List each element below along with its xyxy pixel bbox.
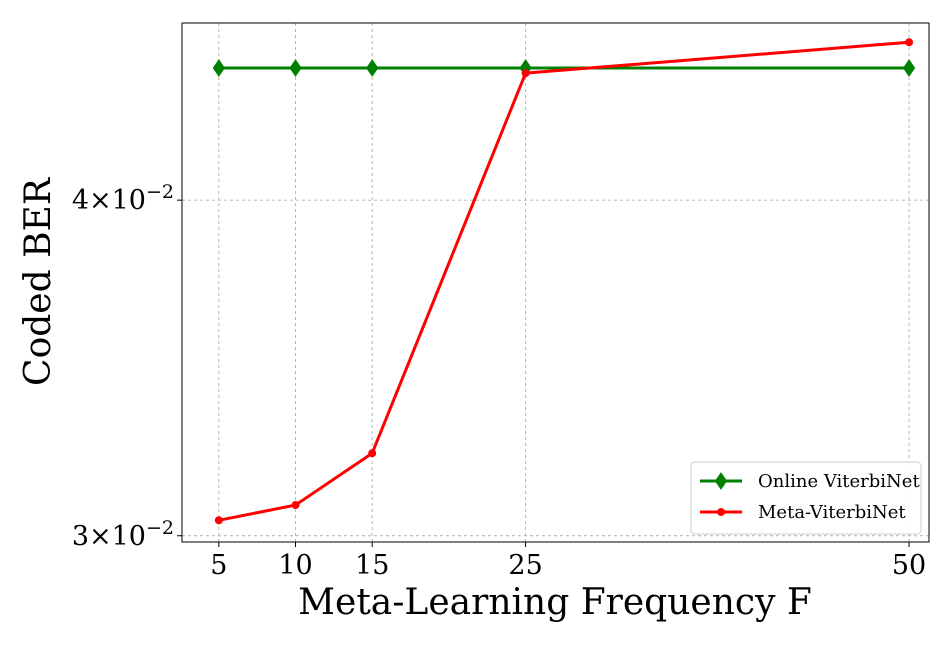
data-point [521, 69, 530, 78]
y-axis-title: Coded BER [18, 177, 59, 386]
legend-entry: Meta-ViterbiNet [700, 502, 906, 523]
series-line [218, 40, 910, 522]
legend-label: Online ViterbiNet [758, 471, 920, 492]
legend: Online ViterbiNet Meta-ViterbiNet [690, 461, 922, 535]
legend-entry: Online ViterbiNet [700, 471, 920, 492]
legend-box [690, 461, 922, 535]
data-point [905, 38, 914, 47]
legend-marker [717, 508, 725, 516]
plot-frame [181, 22, 930, 543]
x-tick-label: 25 [508, 550, 542, 581]
x-tick-label: 15 [355, 550, 389, 581]
ticks: 5 10 15 25 50 3×10−2 4×10−2 [72, 181, 926, 581]
legend-label: Meta-ViterbiNet [758, 502, 906, 523]
series-layer [212, 38, 916, 525]
x-tick-label: 50 [892, 550, 926, 581]
data-point [902, 59, 916, 77]
x-axis-title: Meta-Learning Frequency F [298, 582, 812, 623]
y-tick-label: 3×10−2 [72, 517, 174, 552]
legend-marker [714, 472, 728, 490]
data-point [368, 449, 377, 458]
data-point [366, 59, 379, 77]
series-0 [212, 59, 916, 77]
data-point [289, 59, 302, 77]
x-tick-label: 10 [278, 550, 312, 581]
y-tick-label: 4×10−2 [72, 181, 174, 216]
data-point [291, 501, 300, 510]
data-point [212, 59, 225, 77]
x-tick-label: 5 [210, 550, 227, 581]
data-point [214, 516, 223, 525]
grid [182, 23, 929, 542]
series-1 [214, 38, 914, 525]
